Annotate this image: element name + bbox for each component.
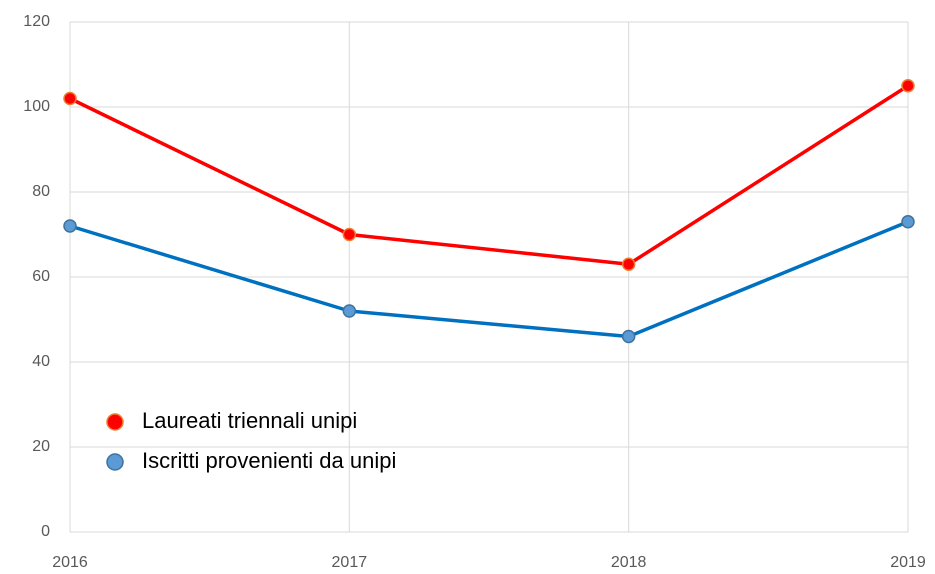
x-tick-label: 2016	[52, 554, 88, 571]
marker	[63, 219, 77, 233]
y-tick-label: 60	[32, 268, 50, 285]
marker	[901, 215, 915, 229]
series-line	[69, 84, 909, 266]
marker	[342, 304, 357, 318]
legend-label: Iscritti provenienti da unipi	[142, 448, 396, 473]
legend-label: Laureati triennali unipi	[142, 408, 357, 433]
x-tick-label: 2019	[890, 554, 926, 571]
marker	[621, 257, 636, 271]
x-tick-label: 2017	[332, 554, 368, 571]
y-tick-label: 0	[41, 523, 50, 540]
x-tick-label: 2018	[611, 554, 647, 571]
y-tick-label: 20	[32, 438, 50, 455]
marker	[342, 227, 357, 242]
y-tick-label: 80	[32, 183, 50, 200]
y-tick-label: 100	[23, 98, 50, 115]
y-tick-label: 120	[23, 13, 50, 30]
marker	[621, 329, 636, 344]
legend-marker	[106, 453, 124, 471]
marker	[901, 79, 915, 93]
marker	[63, 91, 77, 106]
legend-marker	[106, 413, 124, 431]
y-tick-label: 40	[32, 353, 50, 370]
series-line	[69, 220, 909, 339]
